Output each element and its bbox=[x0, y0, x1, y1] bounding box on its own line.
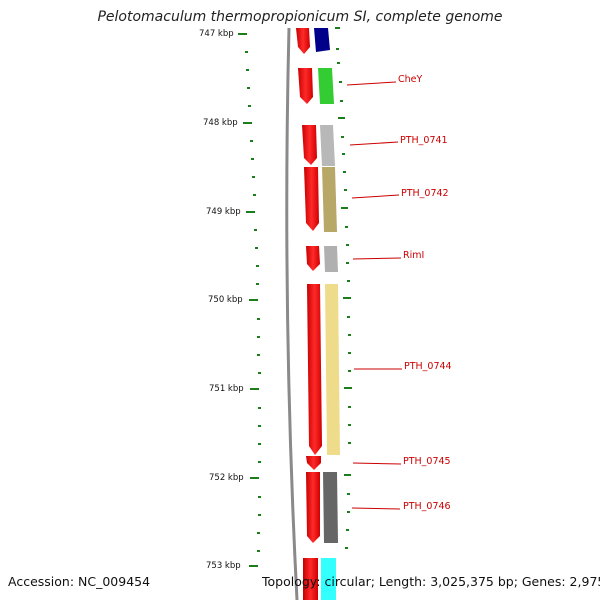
gene-label-rimi[interactable]: RimI bbox=[403, 250, 425, 261]
genome-stats-text: Topology: circular; Length: 3,025,375 bp… bbox=[262, 574, 600, 589]
cog-gene-track bbox=[314, 28, 340, 600]
map-title: Pelotomaculum thermopropionicum SI, comp… bbox=[97, 9, 503, 25]
gene-arrow bbox=[306, 246, 320, 271]
major-ticks bbox=[238, 33, 259, 567]
gene-arrow bbox=[304, 167, 319, 231]
red-gene-track bbox=[296, 28, 322, 600]
gene-box-blue bbox=[314, 28, 330, 52]
gene-label-chey[interactable]: CheY bbox=[398, 74, 423, 85]
label-connectors bbox=[346, 81, 402, 510]
accession-text: Accession: NC_009454 bbox=[8, 574, 151, 589]
tick-label: 747 kbp bbox=[199, 29, 234, 39]
gene-box-gray bbox=[320, 125, 335, 166]
gene-arrow bbox=[298, 68, 313, 104]
tick-label: 750 kbp bbox=[208, 295, 243, 305]
tick-label: 749 kbp bbox=[206, 207, 241, 217]
gene-label-pth0741[interactable]: PTH_0741 bbox=[400, 135, 448, 146]
gene-box-darkgray bbox=[323, 472, 338, 543]
gene-arrow bbox=[307, 284, 322, 455]
outer-track-minor bbox=[336, 48, 351, 549]
gene-box-green bbox=[318, 68, 334, 104]
gene-arrow bbox=[302, 125, 317, 165]
gene-box-lightgray bbox=[324, 246, 338, 272]
gene-arrow bbox=[303, 558, 318, 600]
gene-arrow bbox=[306, 472, 320, 543]
tick-label: 752 kbp bbox=[209, 473, 244, 483]
minor-ticks bbox=[245, 51, 261, 552]
outer-track-ticks bbox=[335, 27, 352, 476]
gene-label-pth0746[interactable]: PTH_0746 bbox=[403, 501, 451, 512]
gene-label-pth0744[interactable]: PTH_0744 bbox=[404, 361, 452, 372]
tick-label: 748 kbp bbox=[203, 118, 238, 128]
genome-backbone-arc bbox=[285, 27, 299, 600]
gene-label-pth0745[interactable]: PTH_0745 bbox=[403, 456, 451, 467]
gene-arrow bbox=[296, 28, 310, 54]
gene-arrow bbox=[306, 456, 321, 470]
gene-box-pale-yellow bbox=[325, 284, 340, 455]
gene-box-olive bbox=[322, 167, 337, 232]
tick-label: 751 kbp bbox=[209, 384, 244, 394]
tick-label: 753 kbp bbox=[206, 561, 241, 571]
gene-box-cyan bbox=[321, 558, 336, 600]
gene-label-pth0742[interactable]: PTH_0742 bbox=[401, 188, 449, 199]
